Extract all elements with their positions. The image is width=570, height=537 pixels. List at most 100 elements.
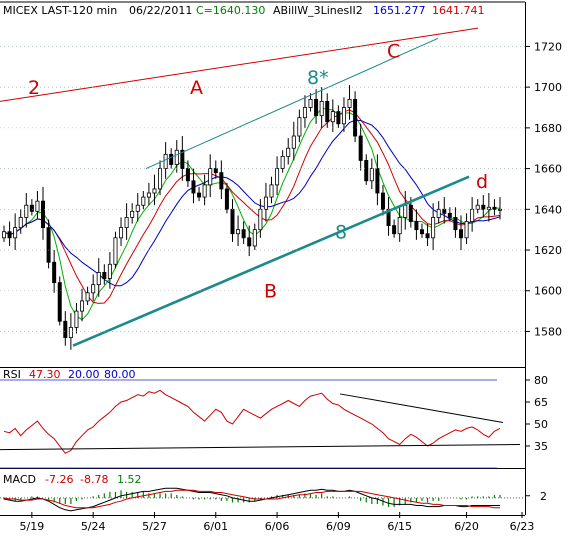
candle-body [475,204,480,210]
candle-body [336,111,341,125]
candle-body [442,208,447,214]
candle-body [464,221,469,239]
candle-body [213,168,218,174]
candle-body [263,196,268,210]
rsi-tick-label: 50 [534,418,548,431]
ma-slow-line [3,119,501,287]
trendline-red [0,27,479,102]
candle-body [152,188,157,194]
candle-body [169,153,174,165]
time-axis-label: 6/06 [265,520,290,533]
time-axis-label: 5/24 [81,520,106,533]
wave-label: 8 [335,222,347,244]
candle-body [297,117,302,137]
price-tick-label: 1620 [534,244,562,257]
wave-label: B [264,281,277,303]
candle-body [291,135,296,149]
candle-body [7,231,12,239]
candle-body [91,284,96,294]
candle-body [202,184,207,198]
rsi-trendline-resistance [339,393,504,424]
candle-body [124,217,129,229]
candle-body [275,168,280,186]
candle-body [185,168,190,182]
candle-body [369,168,374,182]
rsi-level-high: 80.00 [104,368,136,381]
rsi-trendline-support [0,444,521,451]
time-axis-label: 5/27 [142,520,167,533]
candle-body [414,221,419,231]
candle-body [208,168,213,186]
candle-body [341,107,346,125]
candle-body [197,192,202,198]
price-tick-label: 1580 [534,325,562,338]
time-axis-label: 6/20 [454,520,479,533]
candle-body [219,172,224,190]
wave-label: A [190,77,203,99]
candle-body [96,272,101,286]
header-date: 06/22/2011 [129,4,192,17]
candle-body [24,204,29,218]
rsi-tick-label: 35 [534,440,548,453]
time-axis-label: 6/01 [203,520,228,533]
candle-body [302,107,307,119]
candle-body [80,300,85,312]
rsi-value: 47.30 [29,368,61,381]
ma-fast-line [3,107,500,321]
candle-body [57,282,62,322]
time-axis-label: 5/19 [20,520,45,533]
candle-body [41,200,46,229]
candle-body [191,180,196,194]
candle-body [130,210,135,218]
wave-label: 8* [307,67,329,89]
wave-label: d [476,171,488,193]
candle-body [13,227,18,239]
candle-body [403,204,408,218]
candle-body [447,212,452,218]
rsi-level-low: 20.00 [68,368,100,381]
price-tick-label: 1660 [534,163,562,176]
candle-body [408,204,413,222]
rsi-tick-label: 80 [534,374,548,387]
candle-body [236,229,241,235]
candle-body [486,206,491,210]
price-tick-label: 1720 [534,40,562,53]
macd-signal-value: -8.78 [80,473,108,486]
candle-body [74,310,79,328]
price-tick-label: 1680 [534,122,562,135]
candle-body [158,168,163,190]
time-axis-label: 6/23 [510,520,535,533]
candle-body [419,229,424,235]
candle-body [85,292,90,302]
candle-body [286,147,291,157]
candle-body [2,231,7,239]
header-ind-val2: 1641.741 [432,4,485,17]
macd-title: MACD [3,473,36,486]
candle-body [380,192,385,210]
candle-body [425,233,430,239]
candle-body [453,217,458,231]
price-tick-label: 1640 [534,203,562,216]
candle-body [252,229,257,247]
candle-body [163,153,168,169]
wave-label: C [387,41,400,63]
candle-body [325,101,330,123]
header-close: C=1640.130 [196,4,265,17]
candle-body [269,184,274,198]
time-axis-label: 6/15 [387,520,412,533]
candle-body [230,208,235,235]
ma-mid-line [3,109,501,304]
candle-body [364,160,369,182]
candle-body [119,227,124,239]
channel-line-upper [145,37,439,170]
candle-body [347,98,352,108]
wave-label: 2 [28,77,40,99]
candle-body [308,98,313,108]
candle-body [68,326,73,338]
candle-body [174,149,179,165]
header-symbol: MICEX LAST-120 min [3,4,117,17]
candle-body [280,155,285,169]
candle-body [392,225,397,235]
candle-body [436,208,441,218]
candle-body [180,149,185,169]
